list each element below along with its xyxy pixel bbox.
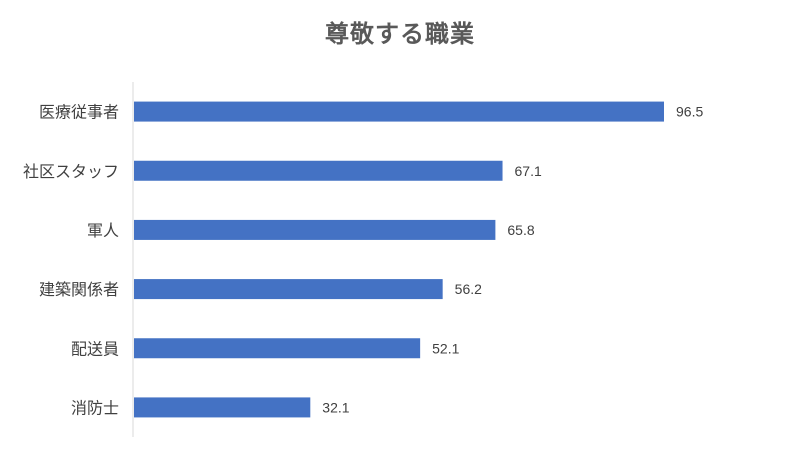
bar-1: [134, 160, 503, 181]
chart-title: 尊敬する職業: [325, 20, 475, 48]
category-label: 社区スタッフ: [23, 162, 119, 181]
bar-4: [134, 338, 421, 359]
bar-5: [134, 397, 311, 418]
value-label: 65.8: [507, 222, 534, 238]
value-label: 56.2: [455, 281, 482, 297]
category-label: 建築関係者: [39, 280, 119, 299]
value-label: 67.1: [515, 163, 542, 179]
category-label: 消防士: [71, 398, 119, 417]
category-label: 軍人: [87, 221, 119, 240]
category-label: 配送員: [71, 339, 119, 358]
value-label: 52.1: [432, 340, 459, 356]
bar-2: [134, 219, 496, 240]
bar-3: [134, 279, 443, 300]
value-label: 96.5: [676, 104, 703, 120]
value-label: 32.1: [322, 399, 349, 415]
bar-0: [134, 101, 664, 122]
category-label: 医療従事者: [39, 103, 119, 122]
